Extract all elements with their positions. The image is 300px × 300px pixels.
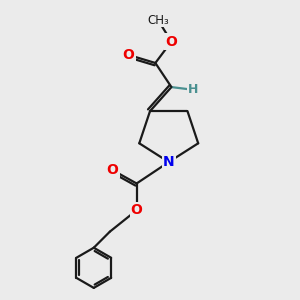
Text: O: O	[131, 203, 142, 217]
Text: O: O	[123, 48, 134, 62]
Text: O: O	[166, 34, 177, 49]
Text: H: H	[188, 83, 198, 96]
Text: N: N	[163, 155, 175, 169]
Text: CH₃: CH₃	[147, 14, 169, 27]
Text: O: O	[106, 163, 119, 177]
